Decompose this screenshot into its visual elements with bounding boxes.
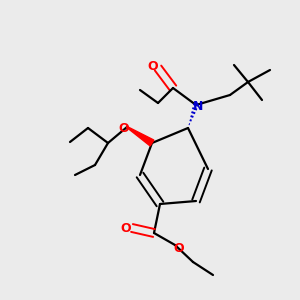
Polygon shape — [127, 127, 154, 146]
Text: O: O — [119, 122, 129, 136]
Text: O: O — [148, 59, 158, 73]
Text: N: N — [193, 100, 203, 112]
Text: O: O — [174, 242, 184, 254]
Text: O: O — [121, 223, 131, 236]
